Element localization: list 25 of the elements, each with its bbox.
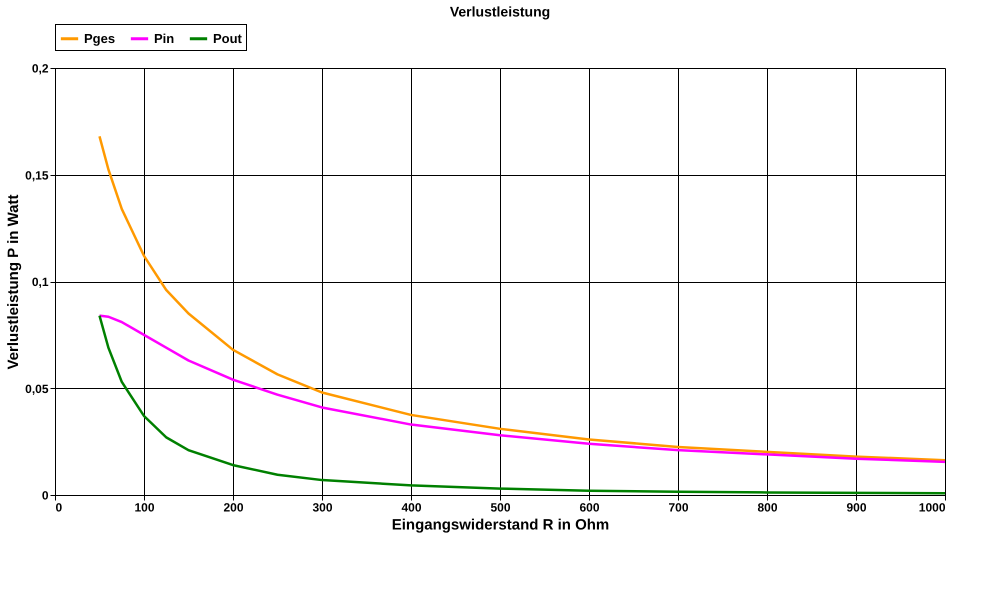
x-tick-label: 600	[579, 500, 600, 514]
line-series	[98, 314, 946, 495]
legend-label: Pout	[213, 30, 243, 46]
legend-label: Pges	[84, 30, 116, 46]
x-tick-label: 700	[668, 500, 689, 514]
y-axis-title: Verlustleistung P in Watt	[5, 194, 22, 370]
x-tick-label: 0	[56, 500, 62, 514]
y-tick-label: 0,15	[25, 168, 49, 182]
y-tick-label: 0,2	[32, 62, 49, 76]
x-axis-title: Eingangswiderstand R in Ohm	[392, 516, 610, 534]
x-tick-label: 500	[490, 500, 511, 514]
x-tick-label: 400	[401, 500, 422, 514]
x-tick-label: 1000	[918, 500, 946, 514]
x-tick-label: 100	[134, 500, 155, 514]
line-series	[98, 314, 946, 464]
y-tick-label: 0	[42, 488, 49, 502]
y-tick-label: 0,1	[32, 275, 49, 289]
legend-label: Pin	[154, 30, 174, 46]
x-tick-label: 300	[312, 500, 333, 514]
line-series	[98, 135, 946, 462]
x-tick-label: 900	[846, 500, 867, 514]
chart-title: Verlustleistung	[450, 4, 550, 20]
x-tick-label: 800	[757, 500, 778, 514]
y-tick-label: 0,05	[25, 382, 49, 396]
x-tick-label: 200	[223, 500, 244, 514]
